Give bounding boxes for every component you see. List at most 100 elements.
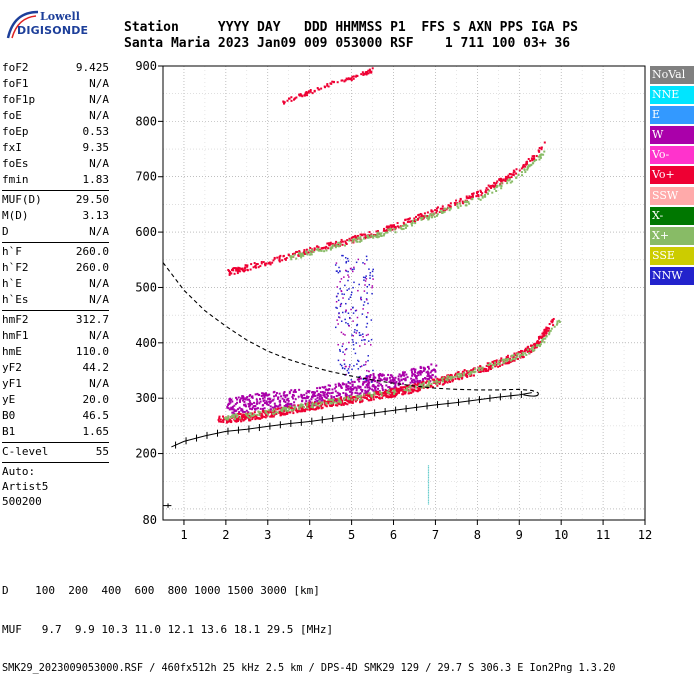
multihop-o-echo: [246, 264, 249, 267]
o-mode-echo: [524, 349, 527, 352]
multihop-o-echo: [368, 234, 371, 237]
x-mode-echo: [325, 401, 328, 404]
x-mode-echo: [347, 396, 350, 399]
oblique-echo: [337, 271, 340, 274]
multihop-x-echo: [363, 237, 366, 240]
oblique-echo: [371, 292, 373, 295]
o-mode-echo: [291, 407, 294, 410]
spread-f-echo: [245, 405, 248, 408]
spread-f-echo: [269, 400, 272, 403]
oblique-echo: [345, 261, 348, 263]
spread-f-echo: [321, 397, 324, 400]
spread-f-echo: [389, 380, 392, 383]
x-mode-echo: [540, 340, 543, 343]
o-mode-echo: [367, 399, 370, 402]
spread-f-echo: [273, 406, 276, 409]
spread-f-echo: [263, 399, 266, 402]
spread-f-echo: [240, 397, 243, 400]
oblique-echo: [346, 257, 349, 260]
multihop-x-echo: [373, 234, 376, 237]
multihop-o-echo: [441, 207, 444, 210]
spread-f-echo: [312, 393, 315, 396]
multihop-o-echo: [532, 157, 535, 160]
multihop-o-echo: [484, 190, 487, 193]
spread-f-echo: [272, 407, 275, 410]
oblique-echo: [356, 316, 359, 319]
spread-f-echo: [359, 392, 362, 395]
noise-echo: [427, 476, 430, 479]
multihop-o-echo: [315, 245, 318, 248]
x-mode-echo: [288, 408, 291, 411]
x-mode-echo: [530, 348, 533, 351]
oblique-echo: [365, 369, 368, 372]
o-mode-echo: [336, 404, 339, 407]
x-mode-echo: [532, 345, 535, 348]
o-mode-echo: [520, 349, 523, 352]
spread-f-echo: [327, 384, 330, 387]
multihop-x-echo: [406, 224, 409, 227]
spread-f-echo: [347, 388, 350, 391]
multihop-o-echo: [376, 230, 379, 233]
multihop-o-echo: [502, 178, 505, 181]
high-echo: [307, 91, 310, 94]
multihop-x-echo: [301, 252, 304, 255]
oblique-echo: [348, 316, 351, 319]
spread-f-echo: [365, 390, 368, 393]
spread-f-echo: [379, 378, 382, 381]
param-label: yF2: [2, 361, 22, 374]
spread-f-echo: [340, 386, 343, 389]
spread-f-echo: [381, 374, 384, 377]
multihop-x-echo: [540, 153, 543, 156]
oblique-echo: [361, 313, 364, 315]
param-label: B0: [2, 409, 16, 422]
noise-echo: [427, 471, 430, 474]
multihop-o-echo: [396, 225, 399, 228]
x-mode-echo: [456, 373, 459, 376]
o-mode-echo: [485, 368, 488, 371]
autoscale-info: Artist5: [2, 480, 49, 493]
o-mode-echo: [443, 376, 446, 379]
spread-f-echo: [271, 406, 274, 409]
oblique-echo: [371, 275, 374, 277]
x-mode-echo: [538, 344, 541, 347]
multihop-o-echo: [246, 265, 249, 268]
oblique-echo: [350, 308, 352, 311]
spread-f-echo: [308, 390, 311, 393]
spread-f-echo: [300, 396, 303, 399]
o-mode-echo: [470, 369, 473, 372]
x-mode-echo: [233, 417, 236, 420]
spread-f-echo: [335, 399, 338, 402]
spread-f-echo: [406, 376, 409, 379]
spread-f-echo: [249, 404, 252, 407]
o-mode-echo: [411, 390, 414, 393]
multihop-o-echo: [382, 229, 385, 232]
o-mode-echo: [469, 374, 472, 377]
multihop-x-echo: [290, 256, 293, 259]
spread-f-echo: [376, 381, 379, 384]
multihop-o-echo: [458, 200, 461, 203]
o-mode-echo: [537, 341, 540, 344]
o-mode-echo: [302, 409, 305, 412]
x-tick-label: 4: [306, 528, 313, 542]
x-mode-echo: [393, 392, 396, 395]
multihop-o-echo: [413, 217, 416, 220]
param-row: hmF1 N/A: [2, 328, 109, 344]
multihop-x-echo: [336, 244, 339, 247]
oblique-echo: [353, 331, 356, 333]
oblique-echo: [365, 275, 367, 277]
oblique-echo: [339, 280, 341, 283]
multihop-o-echo: [409, 220, 412, 223]
high-echo: [286, 99, 289, 102]
spread-f-echo: [252, 405, 255, 408]
spread-f-echo: [310, 398, 313, 401]
oblique-echo: [357, 368, 360, 370]
multihop-x-echo: [439, 210, 442, 213]
oblique-echo: [358, 283, 360, 286]
legend-item-vo-: Vo-: [650, 146, 694, 165]
multihop-o-echo: [230, 272, 233, 275]
oblique-echo: [345, 302, 347, 305]
o-mode-echo: [542, 332, 545, 335]
param-value: 20.0: [82, 393, 110, 406]
multihop-o-echo: [512, 173, 515, 176]
o-mode-echo: [498, 365, 501, 368]
